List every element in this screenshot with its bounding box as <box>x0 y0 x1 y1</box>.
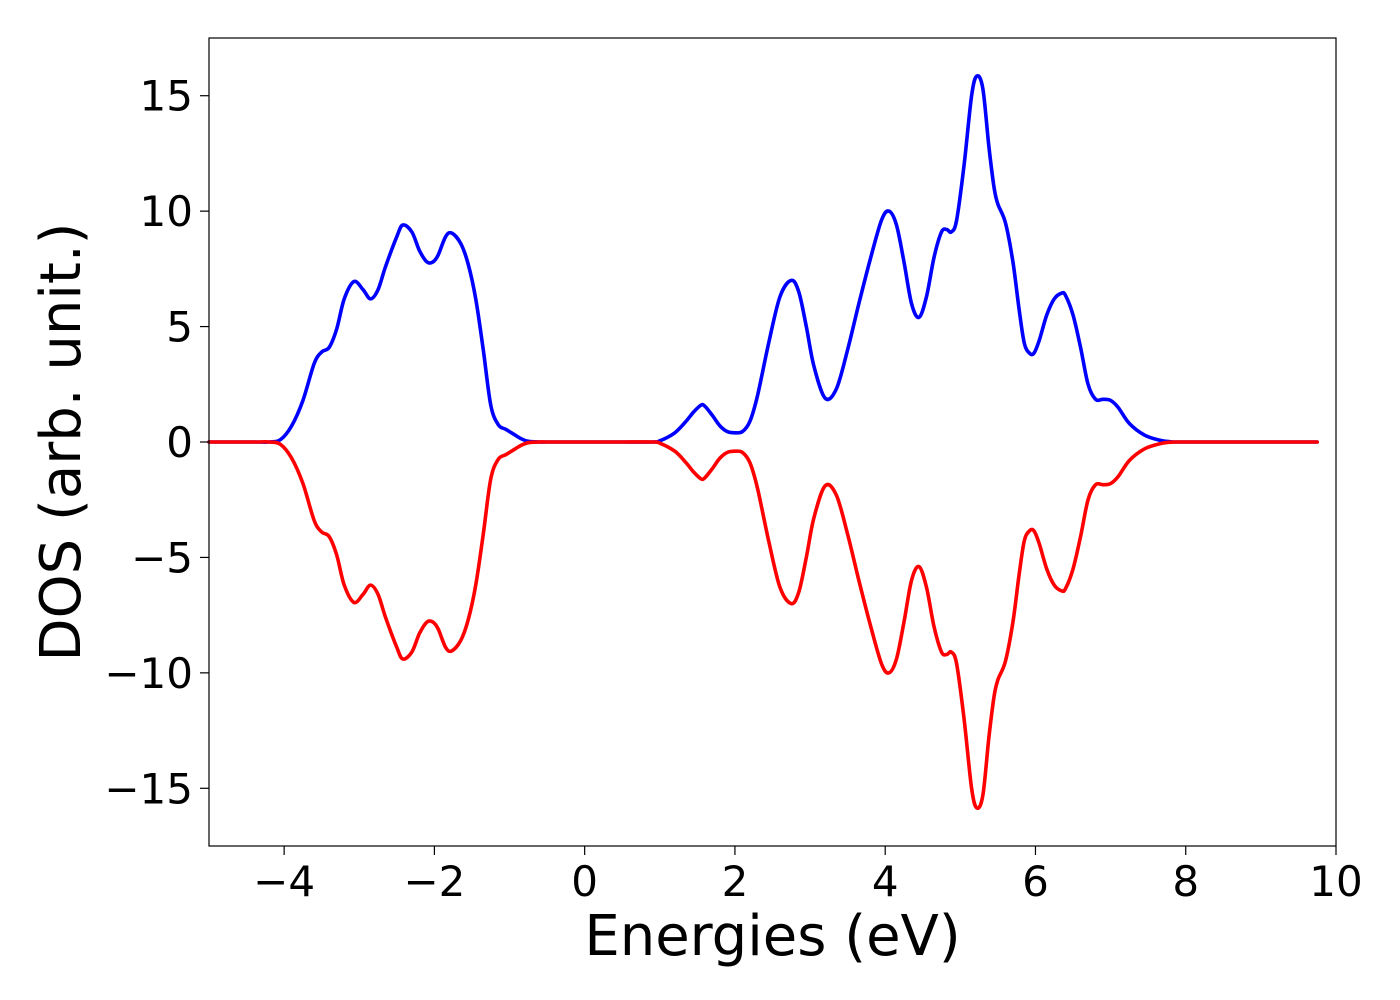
x-axis-title: Energies (eV) <box>584 904 960 969</box>
y-tick-label: 5 <box>166 303 193 352</box>
series-layer <box>207 74 1320 810</box>
x-tick-label: 10 <box>1309 857 1362 906</box>
y-tick-label: 0 <box>166 418 193 467</box>
x-tick-label: 6 <box>1022 857 1049 906</box>
y-tick-label: −5 <box>131 533 193 582</box>
x-tick-label: 0 <box>571 857 598 906</box>
y-axis-title: DOS (arb. unit.) <box>29 222 94 661</box>
dos-line-up <box>207 74 1320 444</box>
y-tick-label: −15 <box>104 764 193 813</box>
x-tick-label: −4 <box>253 857 315 906</box>
y-tick-label: 10 <box>140 187 193 236</box>
x-axis-ticks: −4 −2 0 2 4 6 8 10 <box>253 846 1363 906</box>
y-axis-ticks: −15 −10 −5 0 5 10 15 <box>104 72 209 813</box>
x-tick-label: −2 <box>403 857 465 906</box>
y-tick-label: −10 <box>104 649 193 698</box>
x-tick-label: 2 <box>722 857 749 906</box>
x-tick-label: 8 <box>1172 857 1199 906</box>
dos-line-down <box>207 440 1320 810</box>
y-tick-label: 15 <box>140 72 193 121</box>
x-tick-label: 4 <box>872 857 899 906</box>
